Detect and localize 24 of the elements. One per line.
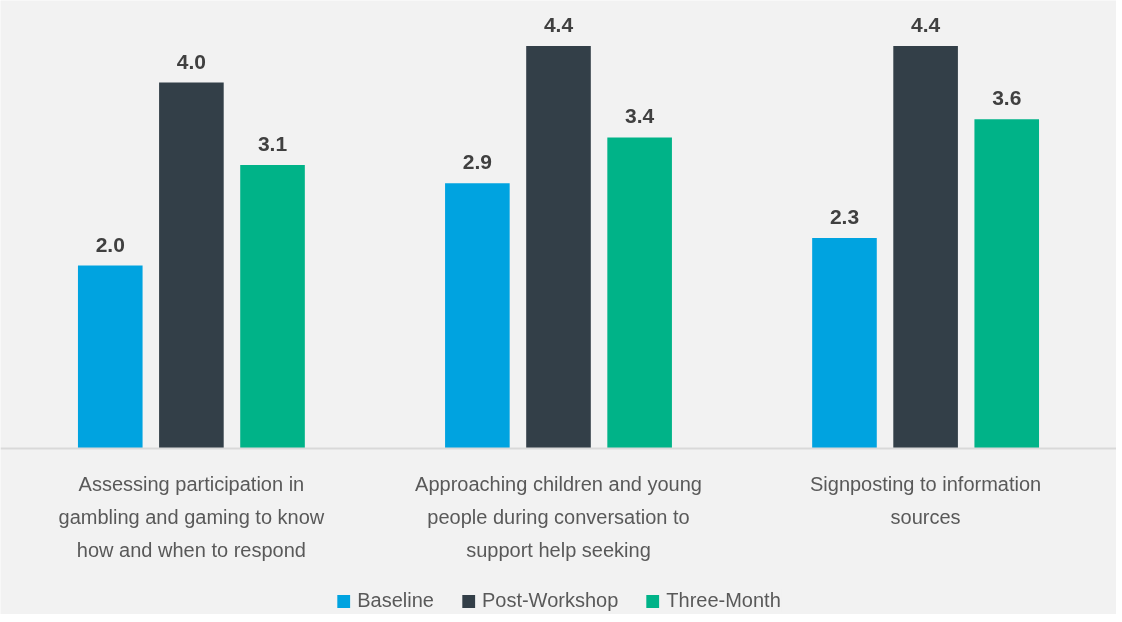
bar — [159, 82, 224, 449]
bar — [812, 238, 877, 449]
bar — [526, 45, 591, 449]
x-tick-label: Approaching children and young people during conversation to support help seeking — [415, 472, 702, 561]
data-label: 4.4 — [543, 12, 574, 36]
bar — [893, 45, 958, 449]
legend-label: Post-Workshop — [481, 589, 619, 612]
data-label: 2.3 — [829, 205, 860, 229]
bar — [974, 119, 1040, 449]
bar — [445, 183, 510, 449]
data-label: 3.6 — [992, 86, 1022, 110]
data-label: 4.4 — [911, 12, 941, 36]
legend-label: Three-Month — [666, 589, 781, 612]
x-tick-label: Assessing participation in gambling and gaming to know how and when to respond — [58, 472, 325, 561]
bar — [240, 164, 305, 449]
bar — [77, 265, 143, 449]
data-label: 2.9 — [462, 150, 492, 174]
data-label: 2.0 — [95, 232, 125, 256]
bar — [607, 137, 672, 449]
legend-label: Baseline — [357, 589, 434, 612]
data-label: 3.4 — [625, 104, 655, 128]
data-label: 3.1 — [257, 131, 288, 155]
data-label: 4.0 — [176, 49, 206, 73]
x-tick-label: Signposting to information sources — [809, 472, 1042, 528]
